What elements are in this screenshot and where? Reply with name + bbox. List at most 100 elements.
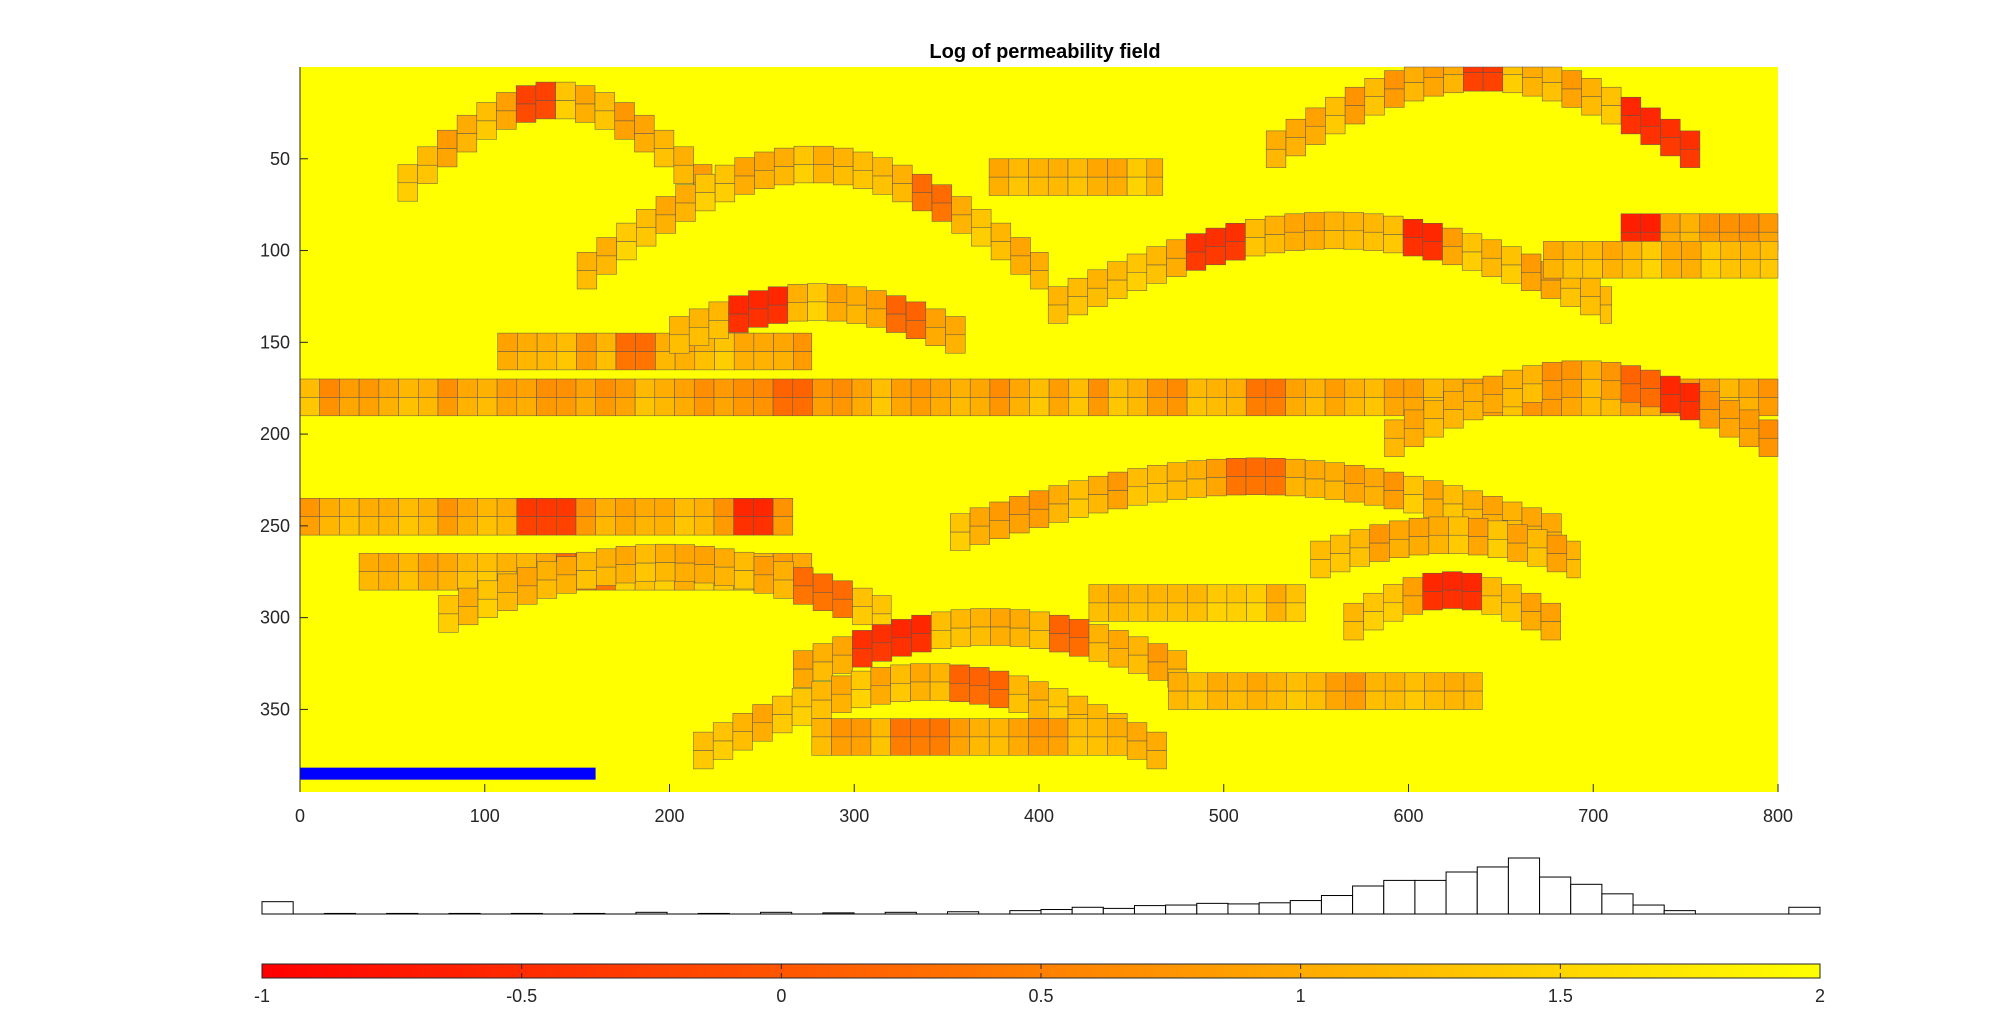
- permeability-cell: [1423, 480, 1444, 500]
- permeability-cell: [852, 151, 874, 171]
- permeability-cell: [497, 332, 518, 352]
- histogram-bar: [1289, 900, 1322, 915]
- histogram-bar: [635, 911, 668, 915]
- permeability-cell: [1759, 259, 1779, 279]
- histogram-bar: [1601, 893, 1634, 915]
- permeability-cell: [595, 378, 616, 398]
- permeability-cell: [1147, 602, 1168, 622]
- histogram-bar: [386, 912, 419, 915]
- permeability-cell: [1167, 378, 1188, 398]
- permeability-cell: [1384, 419, 1405, 439]
- permeability-cell: [1028, 508, 1050, 528]
- permeability-cell: [1010, 237, 1031, 257]
- permeability-cell: [1108, 602, 1129, 622]
- permeability-cell: [595, 498, 616, 517]
- permeability-cell: [772, 378, 794, 398]
- permeability-cell: [1028, 699, 1049, 719]
- permeability-cell: [1008, 675, 1029, 695]
- permeability-cell: [872, 175, 893, 195]
- permeability-cell: [1719, 400, 1740, 419]
- permeability-cell: [1345, 690, 1366, 710]
- permeability-cell: [1541, 397, 1562, 417]
- permeability-cell: [1364, 78, 1385, 97]
- permeability-cell: [556, 332, 577, 352]
- permeability-cell: [1245, 378, 1267, 398]
- y-tick-label: 150: [260, 332, 290, 352]
- permeability-cell: [1330, 534, 1351, 554]
- permeability-cell: [1501, 584, 1522, 604]
- permeability-cell: [773, 561, 794, 581]
- permeability-cell: [654, 378, 675, 398]
- permeability-cell: [852, 587, 873, 607]
- permeability-cell: [1403, 409, 1425, 429]
- permeability-cell: [1187, 690, 1208, 710]
- permeability-cell: [1369, 542, 1390, 562]
- permeability-cell: [1442, 485, 1464, 505]
- permeability-cell: [1146, 750, 1167, 770]
- permeability-cell: [1758, 397, 1779, 417]
- permeability-cell: [634, 378, 656, 398]
- permeability-cell: [1127, 468, 1148, 488]
- permeability-cell: [496, 110, 517, 130]
- histogram-bar: [1663, 910, 1696, 915]
- permeability-cell: [1325, 672, 1346, 692]
- permeability-cell: [398, 378, 419, 398]
- permeability-cell: [1030, 252, 1049, 271]
- permeability-cell: [969, 397, 991, 417]
- permeability-cell: [1345, 672, 1366, 692]
- permeability-cell: [1108, 648, 1129, 668]
- histogram-bar: [760, 911, 793, 915]
- permeability-cell: [536, 397, 557, 417]
- permeability-cell: [1620, 383, 1641, 403]
- permeability-cell: [1599, 286, 1612, 306]
- histogram-bar: [448, 912, 481, 915]
- permeability-cell: [674, 498, 695, 517]
- permeability-cell: [925, 308, 946, 328]
- permeability-cell: [1207, 672, 1228, 692]
- permeability-cell: [615, 564, 636, 584]
- permeability-cell: [1245, 237, 1266, 257]
- permeability-cell: [654, 498, 675, 517]
- permeability-cell: [397, 164, 418, 184]
- permeability-cell: [694, 351, 715, 371]
- permeability-cell: [1383, 378, 1405, 398]
- permeability-cell: [1389, 539, 1410, 558]
- permeability-cell: [870, 667, 891, 687]
- permeability-cell: [615, 516, 636, 536]
- permeability-cell: [911, 633, 932, 653]
- permeability-cell: [1167, 650, 1188, 670]
- permeability-cell: [1206, 602, 1228, 622]
- permeability-cell: [911, 192, 933, 212]
- permeability-cell: [812, 397, 833, 417]
- permeability-cell: [1343, 602, 1364, 622]
- permeability-cell: [1310, 559, 1331, 579]
- permeability-cell: [1383, 490, 1404, 510]
- permeability-cell: [989, 520, 1010, 539]
- histogram-bar: [884, 911, 917, 915]
- histogram-bar: [1445, 871, 1478, 915]
- permeability-cell: [1305, 125, 1326, 145]
- permeability-cell: [774, 166, 795, 186]
- permeability-cell: [971, 227, 992, 247]
- permeability-cell: [1640, 388, 1661, 408]
- permeability-cell: [1349, 547, 1370, 567]
- permeability-cell: [1601, 362, 1622, 382]
- permeability-cell: [1343, 212, 1364, 232]
- permeability-cell: [1207, 690, 1228, 710]
- permeability-cell: [792, 378, 813, 398]
- colorbar-tick-label: 0.5: [1028, 986, 1053, 1006]
- permeability-cell: [910, 718, 931, 738]
- permeability-cell: [754, 151, 775, 171]
- histogram-bar: [1196, 902, 1229, 915]
- permeability-cell: [708, 320, 729, 339]
- permeability-cell: [1088, 378, 1109, 398]
- permeability-cell: [970, 626, 991, 646]
- permeability-cell: [674, 562, 696, 582]
- permeability-cell: [1107, 378, 1129, 398]
- permeability-cell: [1546, 553, 1568, 573]
- permeability-cell: [1541, 513, 1562, 533]
- histogram-bar: [822, 912, 855, 915]
- permeability-cell: [1187, 602, 1208, 622]
- permeability-cell: [378, 571, 399, 591]
- permeability-cell: [1521, 592, 1542, 612]
